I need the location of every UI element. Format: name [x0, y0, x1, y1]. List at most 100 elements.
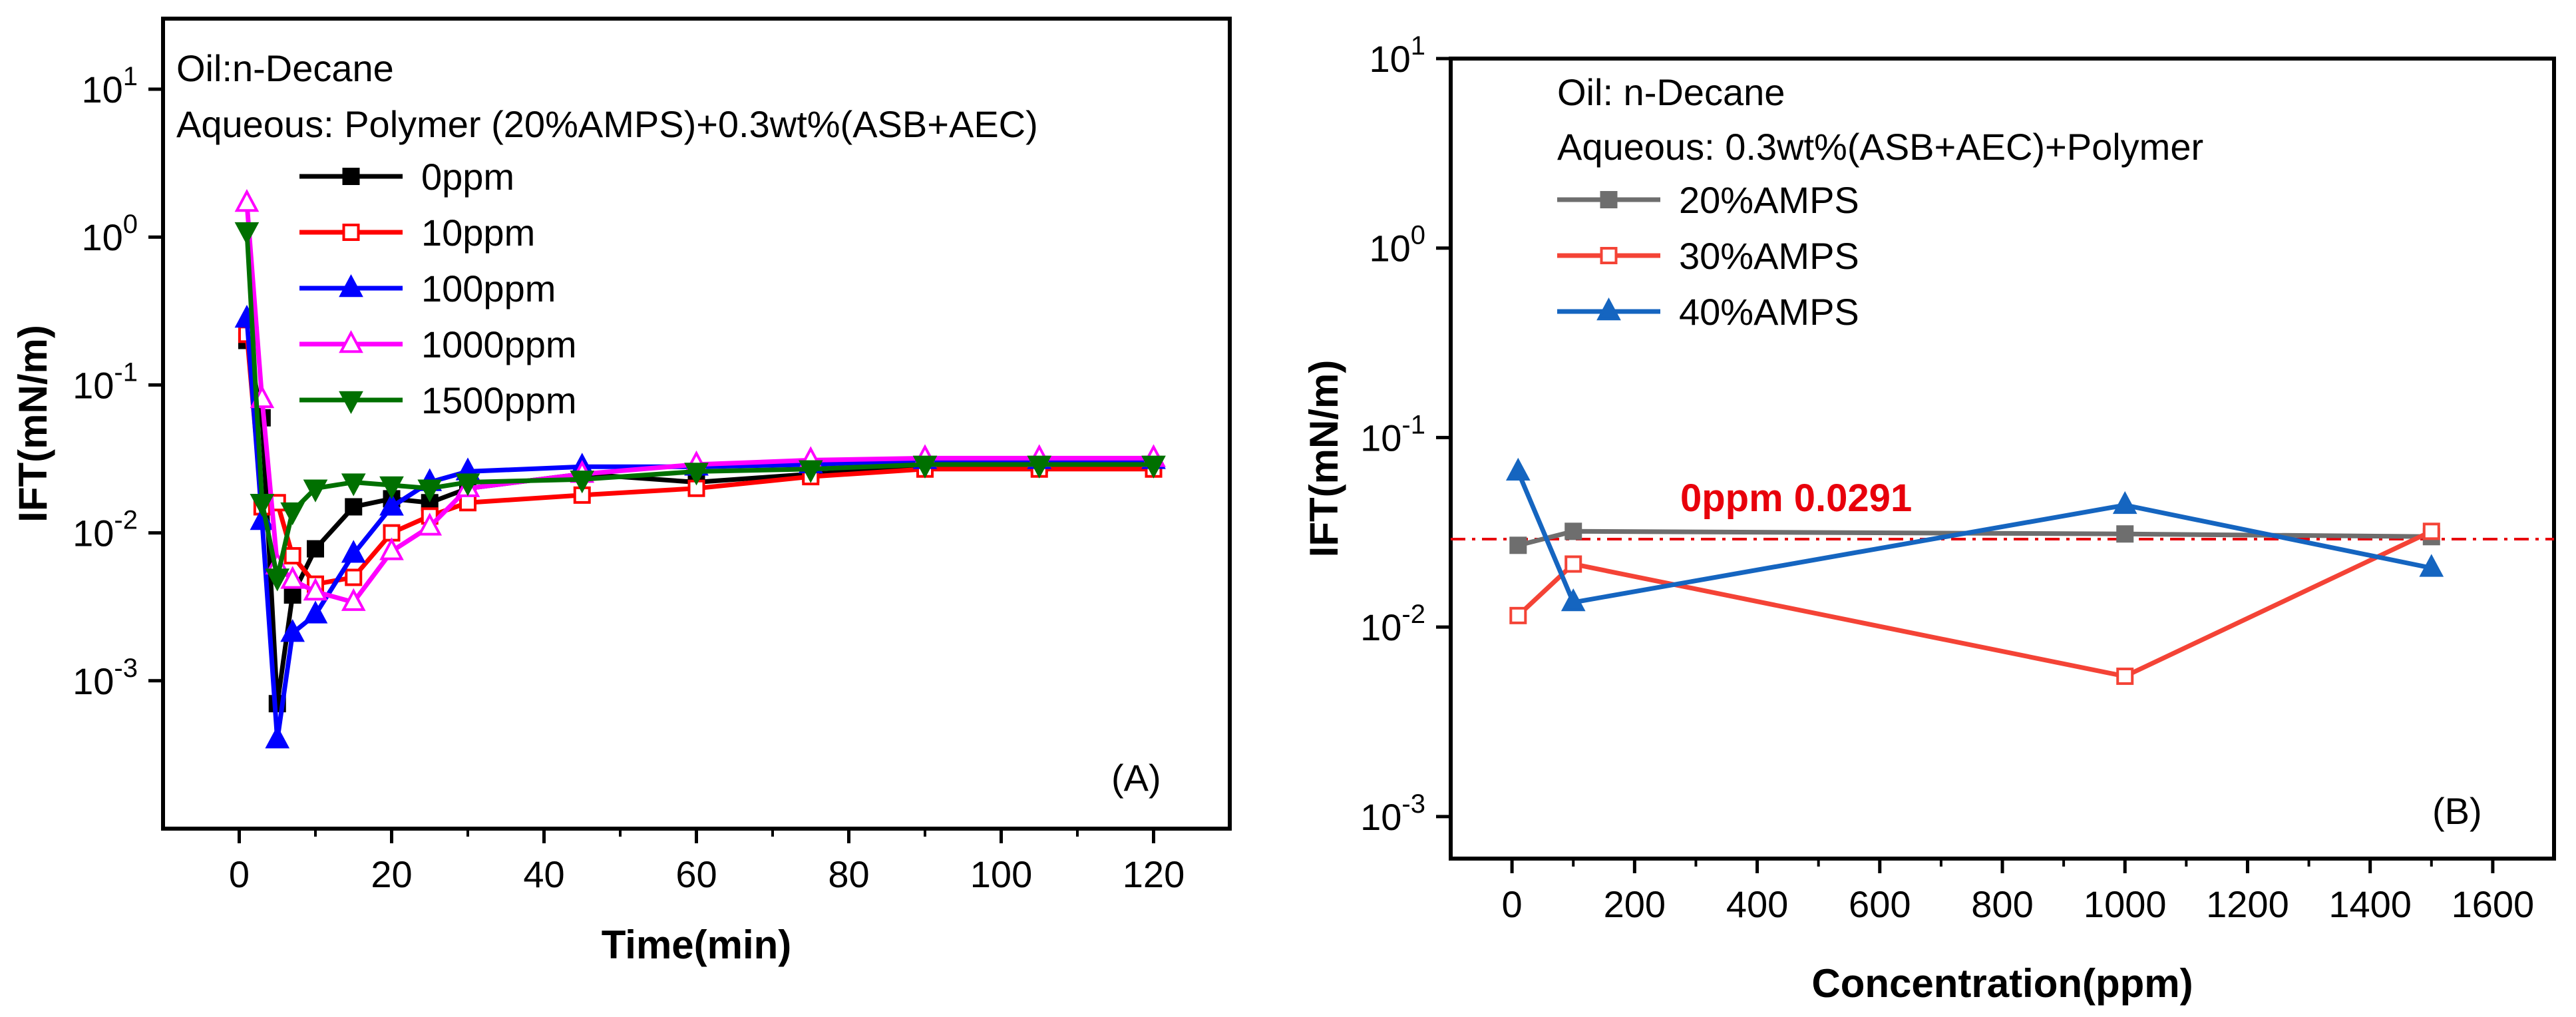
y-tick-label: 101	[81, 62, 138, 110]
data-point	[1564, 522, 1582, 540]
legend-item: 100ppm	[299, 268, 556, 309]
x-tick-label: 600	[1849, 883, 1911, 925]
data-point	[2116, 525, 2134, 543]
data-point	[234, 222, 260, 246]
data-point	[1509, 606, 1527, 624]
legend-marker	[339, 391, 363, 415]
x-tick-label: 60	[675, 853, 717, 895]
data-point	[455, 473, 480, 497]
legend-marker	[1596, 297, 1621, 321]
y-tick-label: 101	[1369, 31, 1425, 80]
data-point	[417, 479, 443, 503]
x-tick-label: 1000	[2084, 883, 2167, 925]
y-tick-label: 10-3	[1360, 789, 1425, 838]
x-tick-label: 800	[1971, 883, 2033, 925]
data-point	[345, 568, 363, 586]
data-point	[2116, 668, 2134, 686]
legend-label: 40%AMPS	[1679, 291, 1859, 333]
legend-label: 1000ppm	[421, 323, 577, 365]
data-point	[798, 460, 823, 483]
data-point	[2422, 522, 2440, 540]
legend-marker	[339, 329, 363, 353]
y-tick-label: 100	[1369, 221, 1425, 270]
y-tick-label: 10-3	[73, 654, 138, 702]
x-tick-label: 1600	[2452, 883, 2535, 925]
legend-marker	[342, 224, 360, 241]
legend-marker	[339, 274, 363, 298]
annotation-text: Oil:n-Decane	[176, 47, 394, 89]
data-point	[1561, 588, 1586, 612]
data-point	[303, 600, 328, 624]
series-1500ppm	[234, 222, 1166, 592]
x-tick-label: 40	[523, 853, 564, 895]
x-tick-label: 400	[1726, 883, 1788, 925]
y-tick-label: 10-2	[1360, 600, 1425, 648]
series-40%AMPS	[1505, 457, 2444, 612]
data-point	[307, 540, 324, 558]
x-tick-label: 80	[828, 853, 869, 895]
legend-marker	[342, 168, 360, 185]
panel-label: (B)	[2432, 790, 2482, 832]
reference-line-label: 0ppm 0.0291	[1680, 477, 1912, 520]
data-point	[1027, 455, 1052, 479]
data-point	[265, 568, 290, 592]
data-point	[912, 455, 938, 479]
chart-panel-a: 0 20 40 60 80 100 120 10-3 10-2 10-1 100 101 Time(mi…	[11, 17, 1232, 967]
legend-label: 20%AMPS	[1679, 179, 1859, 221]
y-tick-label: 10-1	[73, 357, 138, 406]
data-point	[1505, 457, 1531, 481]
data-point	[2112, 491, 2137, 514]
data-point	[684, 463, 709, 486]
data-point	[379, 493, 404, 516]
data-point	[250, 494, 275, 517]
y-tick-label: 10-1	[1360, 410, 1425, 459]
legend-item: 0ppm	[299, 156, 514, 198]
data-point	[459, 494, 476, 512]
data-point	[379, 476, 404, 500]
data-point	[1509, 536, 1527, 554]
x-tick-label: 200	[1604, 883, 1666, 925]
series-line	[1516, 529, 2433, 679]
x-axis-label: Concentration(ppm)	[1811, 961, 2193, 1006]
x-axis-label: Time(min)	[602, 922, 792, 967]
data-point	[2419, 554, 2444, 577]
legend-label: 10ppm	[421, 212, 535, 254]
legend-item: 1000ppm	[299, 323, 577, 365]
legend-marker	[1600, 247, 1618, 264]
data-point	[1141, 455, 1166, 479]
legend-label: 100ppm	[421, 268, 556, 309]
legend-label: 1500ppm	[421, 379, 577, 421]
legend-item: 1500ppm	[299, 379, 577, 421]
data-point	[341, 588, 366, 611]
panel-label: (A)	[1111, 757, 1161, 799]
data-point	[283, 586, 301, 604]
data-point	[280, 619, 305, 642]
data-point	[341, 473, 366, 497]
x-tick-label: 0	[229, 853, 250, 895]
x-tick-label: 120	[1123, 853, 1185, 895]
legend-label: 30%AMPS	[1679, 235, 1859, 277]
data-point	[341, 540, 366, 563]
x-tick-label: 1400	[2328, 883, 2412, 925]
data-point	[280, 566, 305, 589]
x-tick-label: 100	[970, 853, 1032, 895]
annotation-text: Aqueous: 0.3wt%(ASB+AEC)+Polymer	[1557, 126, 2203, 168]
data-point	[379, 537, 404, 560]
data-point	[303, 577, 328, 601]
data-point	[345, 498, 363, 516]
data-point	[1564, 555, 1582, 573]
data-point	[283, 547, 301, 565]
annotation-text: Oil: n-Decane	[1557, 71, 1785, 113]
data-point	[265, 725, 290, 749]
data-point	[280, 502, 305, 526]
x-tick-label: 0	[1502, 883, 1523, 925]
x-tick-label: 20	[371, 853, 412, 895]
legend-item: 20%AMPS	[1557, 179, 1859, 221]
legend-marker	[1600, 191, 1618, 208]
data-point	[234, 188, 260, 212]
y-axis-label: IFT(mN/m)	[1302, 360, 1346, 558]
series-30%AMPS	[1509, 522, 2440, 686]
series-line	[1516, 471, 2432, 605]
legend-item: 40%AMPS	[1557, 291, 1859, 333]
